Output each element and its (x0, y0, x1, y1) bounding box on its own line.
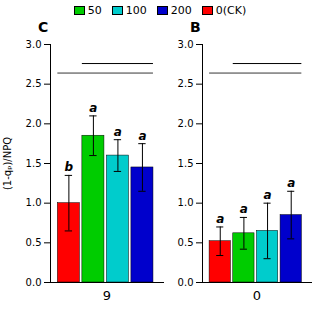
svg-text:a: a (287, 176, 295, 190)
svg-text:a: a (216, 212, 224, 226)
svg-text:3.0: 3.0 (178, 39, 194, 50)
svg-text:0.5: 0.5 (178, 237, 194, 248)
svg-text:2.0: 2.0 (26, 118, 42, 129)
html-text:0(CK): 0(CK) (215, 4, 247, 17)
svg-text:2.5: 2.5 (178, 78, 194, 89)
svg-text:0.5: 0.5 (26, 237, 42, 248)
html-text:100: 100 (125, 4, 147, 17)
html-text:200: 200 (170, 4, 192, 17)
svg-text:0.0: 0.0 (26, 277, 42, 288)
svg-text:a: a (138, 129, 146, 143)
html-text:50: 50 (87, 4, 102, 17)
svg-text:2.5: 2.5 (26, 78, 42, 89)
svg-text:b: b (65, 160, 74, 174)
svg-text:a: a (240, 202, 248, 216)
svg-text:1.5: 1.5 (178, 158, 194, 169)
svg-text:0.0: 0.0 (178, 277, 194, 288)
html-text:C: C (38, 19, 49, 35)
html-text:B: B (190, 19, 201, 35)
svg-text:a: a (114, 125, 122, 139)
svg-text:1.0: 1.0 (26, 197, 42, 208)
html-text:9: 9 (102, 288, 112, 303)
svg-text:a: a (89, 101, 97, 115)
svg-text:2.0: 2.0 (178, 118, 194, 129)
svg-text:a: a (263, 188, 271, 202)
svg-text:(1-qₚ)/NPQ: (1-qₚ)/NPQ (2, 137, 13, 190)
svg-text:1.0: 1.0 (178, 197, 194, 208)
svg-text:3.0: 3.0 (26, 39, 42, 50)
svg-text:1.5: 1.5 (26, 158, 42, 169)
html-text:0: 0 (252, 288, 262, 303)
